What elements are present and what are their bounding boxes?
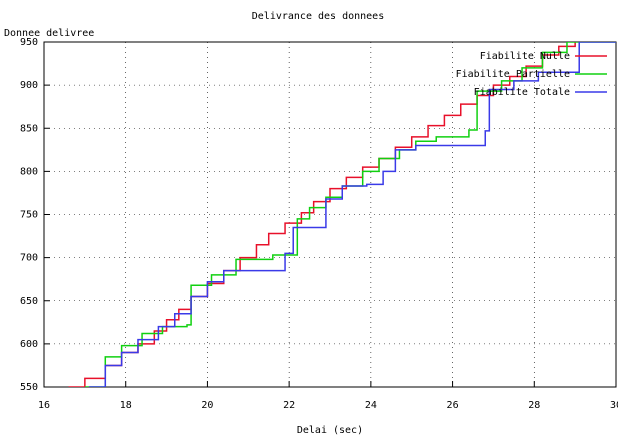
y-tick-label: 750 (20, 210, 38, 221)
y-tick-label: 600 (20, 339, 38, 350)
x-tick-label: 26 (447, 400, 459, 411)
chart-title: Delivrance des donnees (252, 11, 384, 22)
x-tick-label: 28 (528, 400, 540, 411)
y-tick-label: 950 (20, 37, 38, 48)
x-axis-label: Delai (sec) (297, 425, 363, 436)
x-tick-label: 30 (610, 400, 618, 411)
y-tick-label: 800 (20, 166, 38, 177)
y-tick-label: 550 (20, 382, 38, 393)
y-axis-label: Donnee delivree (4, 28, 94, 39)
x-tick-label: 18 (120, 400, 132, 411)
x-tick-label: 20 (201, 400, 213, 411)
step-line (68, 42, 576, 387)
x-tick-label: 22 (283, 400, 295, 411)
legend-label: Fiabilite Partielle (456, 69, 570, 80)
legend-label: Fiabilite Nulle (480, 51, 570, 62)
y-tick-label: 850 (20, 123, 38, 134)
y-tick-label: 700 (20, 253, 38, 264)
x-tick-label: 24 (365, 400, 377, 411)
x-tick-label: 16 (38, 400, 50, 411)
step-line (88, 42, 616, 387)
y-tick-label: 650 (20, 296, 38, 307)
y-tick-label: 900 (20, 80, 38, 91)
legend-label: Fiabilite Totale (474, 87, 570, 98)
